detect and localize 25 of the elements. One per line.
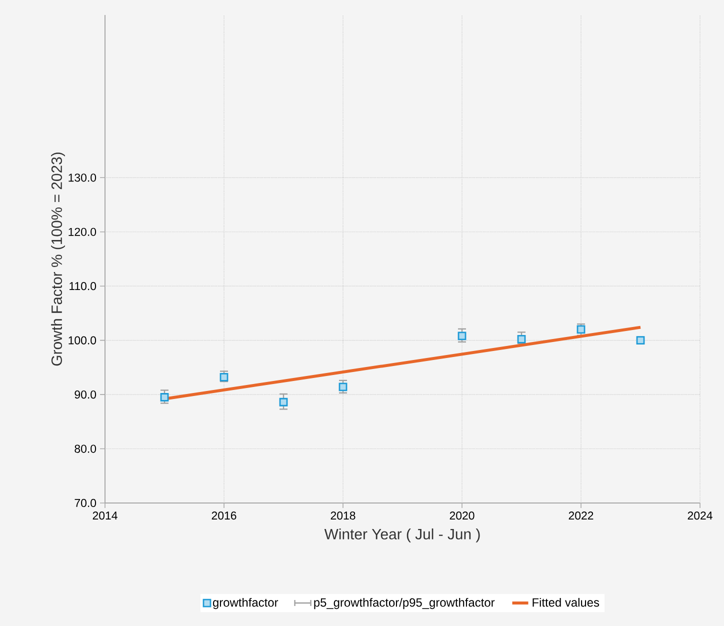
point	[279, 398, 288, 406]
x-tick-label: 2014	[92, 512, 118, 520]
point	[160, 393, 169, 402]
point	[458, 332, 466, 340]
legend-label: p5_growthfactor/p95_growthfactor	[314, 598, 495, 610]
y-axis-title: Growth Factor % (100% = 2023)	[51, 152, 65, 366]
x-axis-title: Winter Year ( Jul - Jun )	[324, 528, 480, 542]
x-tick-label: 2024	[688, 512, 712, 520]
point	[636, 336, 645, 345]
y-tick-label: 70.0	[74, 498, 96, 508]
y-tick-label: 80.0	[74, 444, 96, 453]
y-tick-label: 90.0	[74, 390, 96, 399]
x-tick-label: 2022	[568, 512, 594, 520]
legend-label: growthfactor	[212, 598, 278, 610]
x-tick-label: 2020	[450, 512, 474, 520]
point	[338, 382, 348, 392]
point	[517, 335, 526, 344]
y-tick-label: 100.0	[68, 336, 96, 344]
x-tick-label: 2018	[330, 512, 356, 520]
point	[576, 325, 586, 334]
y-tick-label: 120.0	[68, 228, 96, 236]
legend-label: Fitted values	[532, 598, 600, 607]
y-tick-label: 110.0	[70, 282, 96, 290]
x-tick-label: 2016	[212, 512, 236, 520]
y-tick-label: 130.0	[68, 174, 96, 182]
